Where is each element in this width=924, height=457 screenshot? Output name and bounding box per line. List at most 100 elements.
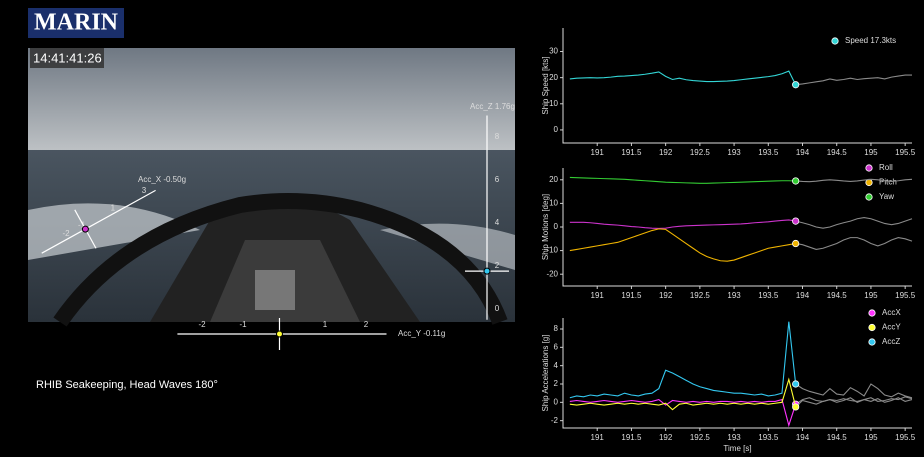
gauge-tick-label: 0 xyxy=(495,304,500,313)
legend-label: Yaw xyxy=(879,192,894,201)
gauge-tick-label: -1 xyxy=(239,320,247,329)
x-tick-label: 191.5 xyxy=(621,433,642,442)
gauge-marker xyxy=(82,226,88,232)
x-tick-label: 194.5 xyxy=(827,291,848,300)
gauge-tick-label: 2 xyxy=(364,320,369,329)
x-tick-label: 195.5 xyxy=(895,148,916,157)
y-tick-label: 10 xyxy=(549,99,558,108)
future-line xyxy=(796,384,912,398)
video-frame xyxy=(28,48,515,322)
cursor-marker xyxy=(792,178,798,184)
gauge-marker xyxy=(484,268,490,274)
y-tick-label: -20 xyxy=(546,269,558,278)
y-tick-label: 30 xyxy=(549,47,558,56)
x-tick-label: 195 xyxy=(864,433,878,442)
x-tick-label: 193 xyxy=(727,291,741,300)
y-tick-label: 20 xyxy=(549,73,558,82)
legend-label: Pitch xyxy=(879,178,897,187)
x-tick-label: 191 xyxy=(591,433,605,442)
future-line xyxy=(796,75,912,85)
legend-marker xyxy=(832,38,838,44)
timestamp: 14:41:41:26 xyxy=(33,50,102,65)
logo: MARIN xyxy=(34,10,119,36)
cursor-marker xyxy=(792,218,798,224)
future-line xyxy=(796,218,912,229)
axis xyxy=(563,318,912,428)
axis xyxy=(563,168,912,286)
legend-label: Speed 17.3kts xyxy=(845,36,896,45)
x-tick-label: 194 xyxy=(796,433,810,442)
axis xyxy=(563,28,912,143)
x-tick-label: 192 xyxy=(659,148,673,157)
legend-marker xyxy=(866,165,872,171)
cursor-marker xyxy=(792,381,798,387)
y-tick-label: 6 xyxy=(554,342,559,351)
page: MARIN 14:41:41:26 RHIB Seakeeping, Head … xyxy=(0,0,924,457)
gauge-label: Acc_X -0.50g xyxy=(138,175,186,184)
gauge-tick-label: 2 xyxy=(495,261,500,270)
y-tick-label: 2 xyxy=(554,379,559,388)
x-tick-label: 194.5 xyxy=(827,433,848,442)
gauge-tick-label: 1 xyxy=(111,203,116,212)
x-tick-label: 195.5 xyxy=(895,291,916,300)
dashboard: MARIN 14:41:41:26 RHIB Seakeeping, Head … xyxy=(0,0,924,457)
legend-marker xyxy=(869,310,875,316)
y-tick-label: 0 xyxy=(554,397,559,406)
y-axis-label: Ship Speed [kts] xyxy=(541,56,550,114)
series-line xyxy=(570,71,796,85)
x-tick-label: 192.5 xyxy=(690,148,711,157)
gauge-tick-label: -2 xyxy=(198,320,206,329)
series-line xyxy=(570,229,796,261)
y-axis-label: Ship Accelerations [g] xyxy=(541,335,550,412)
x-tick-label: 191.5 xyxy=(621,291,642,300)
x-tick-label: 194 xyxy=(796,148,810,157)
x-tick-label: 193.5 xyxy=(758,148,779,157)
cursor-marker xyxy=(792,240,798,246)
y-tick-label: 0 xyxy=(554,222,559,231)
x-tick-label: 193 xyxy=(727,433,741,442)
y-tick-label: 4 xyxy=(554,361,559,370)
x-tick-label: 191 xyxy=(591,291,605,300)
gauge-tick-label: 1 xyxy=(323,320,328,329)
x-tick-label: 192 xyxy=(659,291,673,300)
y-tick-label: 8 xyxy=(554,324,559,333)
y-tick-label: 20 xyxy=(549,175,558,184)
series-line xyxy=(570,322,796,398)
x-tick-label: 192.5 xyxy=(690,291,711,300)
legend-marker xyxy=(869,324,875,330)
gauge-tick-label: 3 xyxy=(142,186,147,195)
x-tick-label: 195 xyxy=(864,291,878,300)
x-tick-label: 191 xyxy=(591,148,605,157)
legend-label: Roll xyxy=(879,163,893,172)
x-tick-label: 193.5 xyxy=(758,433,779,442)
series-line xyxy=(570,177,796,183)
y-axis-label: Ship Motions [deg] xyxy=(541,194,550,260)
series-line xyxy=(570,220,796,228)
x-tick-label: 195.5 xyxy=(895,433,916,442)
cursor-marker xyxy=(792,82,798,88)
x-tick-label: 193.5 xyxy=(758,291,779,300)
gauge-tick-label: 6 xyxy=(495,175,500,184)
x-tick-label: 194 xyxy=(796,291,810,300)
x-axis-label: Time [s] xyxy=(723,444,751,453)
x-tick-label: 191.5 xyxy=(621,148,642,157)
gauge-label: Acc_Y -0.11g xyxy=(398,329,445,338)
caption: RHIB Seakeeping, Head Waves 180° xyxy=(36,379,218,391)
future-line xyxy=(796,238,912,250)
y-tick-label: 0 xyxy=(554,125,559,134)
gauge-marker xyxy=(276,331,282,337)
gauge-tick-label: 8 xyxy=(495,132,500,141)
x-tick-label: 195 xyxy=(864,148,878,157)
legend-marker xyxy=(866,194,872,200)
y-tick-label: -2 xyxy=(551,416,559,425)
y-tick-label: 10 xyxy=(549,199,558,208)
legend-marker xyxy=(869,339,875,345)
gauge-label: Acc_Z 1.76g xyxy=(470,102,515,111)
x-tick-label: 193 xyxy=(727,148,741,157)
legend-label: AccY xyxy=(882,323,901,332)
x-tick-label: 192 xyxy=(659,433,673,442)
cursor-marker xyxy=(792,404,798,410)
x-tick-label: 192.5 xyxy=(690,433,711,442)
gauge-tick-label: -2 xyxy=(62,229,70,238)
legend-label: AccZ xyxy=(882,337,900,346)
